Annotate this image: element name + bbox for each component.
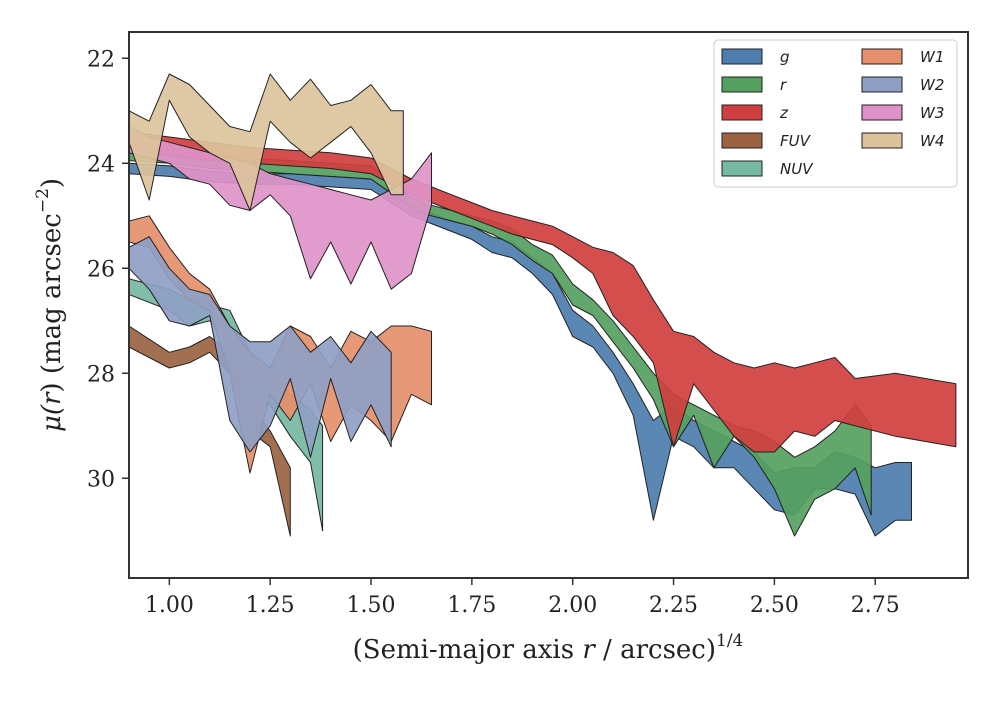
x-axis: 1.00 1.25 1.50 1.75 2.00 2.25 2.50 2.75 (145, 578, 900, 618)
y-tick-label: 22 (87, 47, 115, 72)
legend-label-g: g (780, 48, 790, 66)
x-tick-label: 2.00 (548, 593, 597, 618)
y-axis-label: μ(r) (mag arcsec−2) (33, 178, 67, 432)
legend-swatch-w3 (861, 104, 903, 121)
series-band-w4 (129, 73, 404, 211)
x-tick-label: 1.00 (145, 593, 194, 618)
series-band-w2 (129, 236, 392, 458)
legend: grz FUV NUV W1 W2 W3 W4 (713, 39, 958, 188)
x-axis-label: (Semi-major axis r / arcsec)1/4 (353, 631, 744, 665)
legend-label-r: r (780, 76, 787, 94)
x-tick-label: 2.75 (851, 593, 900, 618)
legend-swatch-w4 (861, 132, 903, 149)
legend-swatch-fuv (721, 132, 763, 149)
series-layer (129, 73, 957, 537)
legend-swatch-nuv (721, 160, 763, 177)
x-tick-label: 1.25 (246, 593, 295, 618)
y-tick-label: 24 (87, 152, 115, 177)
legend-swatch-w1 (861, 48, 903, 65)
y-tick-label: 28 (87, 362, 115, 387)
series-band-z (129, 131, 957, 453)
y-tick-label: 30 (87, 467, 115, 492)
legend-swatch-r (721, 76, 763, 93)
x-tick-label: 1.50 (347, 593, 396, 618)
legend-label-nuv: NUV (780, 160, 814, 178)
legend-swatch-g (721, 48, 763, 65)
plot-frame (128, 31, 969, 579)
legend-label-w2: W2 (920, 76, 944, 94)
x-tick-label: 1.75 (447, 593, 496, 618)
y-tick-label: 26 (87, 257, 115, 282)
legend-label-z: z (779, 104, 789, 122)
x-tick-label: 2.50 (750, 593, 799, 618)
x-tick-label: 2.25 (649, 593, 698, 618)
legend-label-w4: W4 (920, 132, 944, 150)
y-axis: 22 24 26 28 30 (87, 47, 129, 492)
legend-items: grz FUV NUV W1 W2 W3 W4 (721, 48, 944, 178)
legend-label-w1: W1 (920, 48, 944, 66)
legend-label-fuv: FUV (780, 132, 812, 150)
legend-label-w3: W3 (920, 104, 944, 122)
legend-swatch-w2 (861, 76, 903, 93)
legend-swatch-z (721, 104, 763, 121)
